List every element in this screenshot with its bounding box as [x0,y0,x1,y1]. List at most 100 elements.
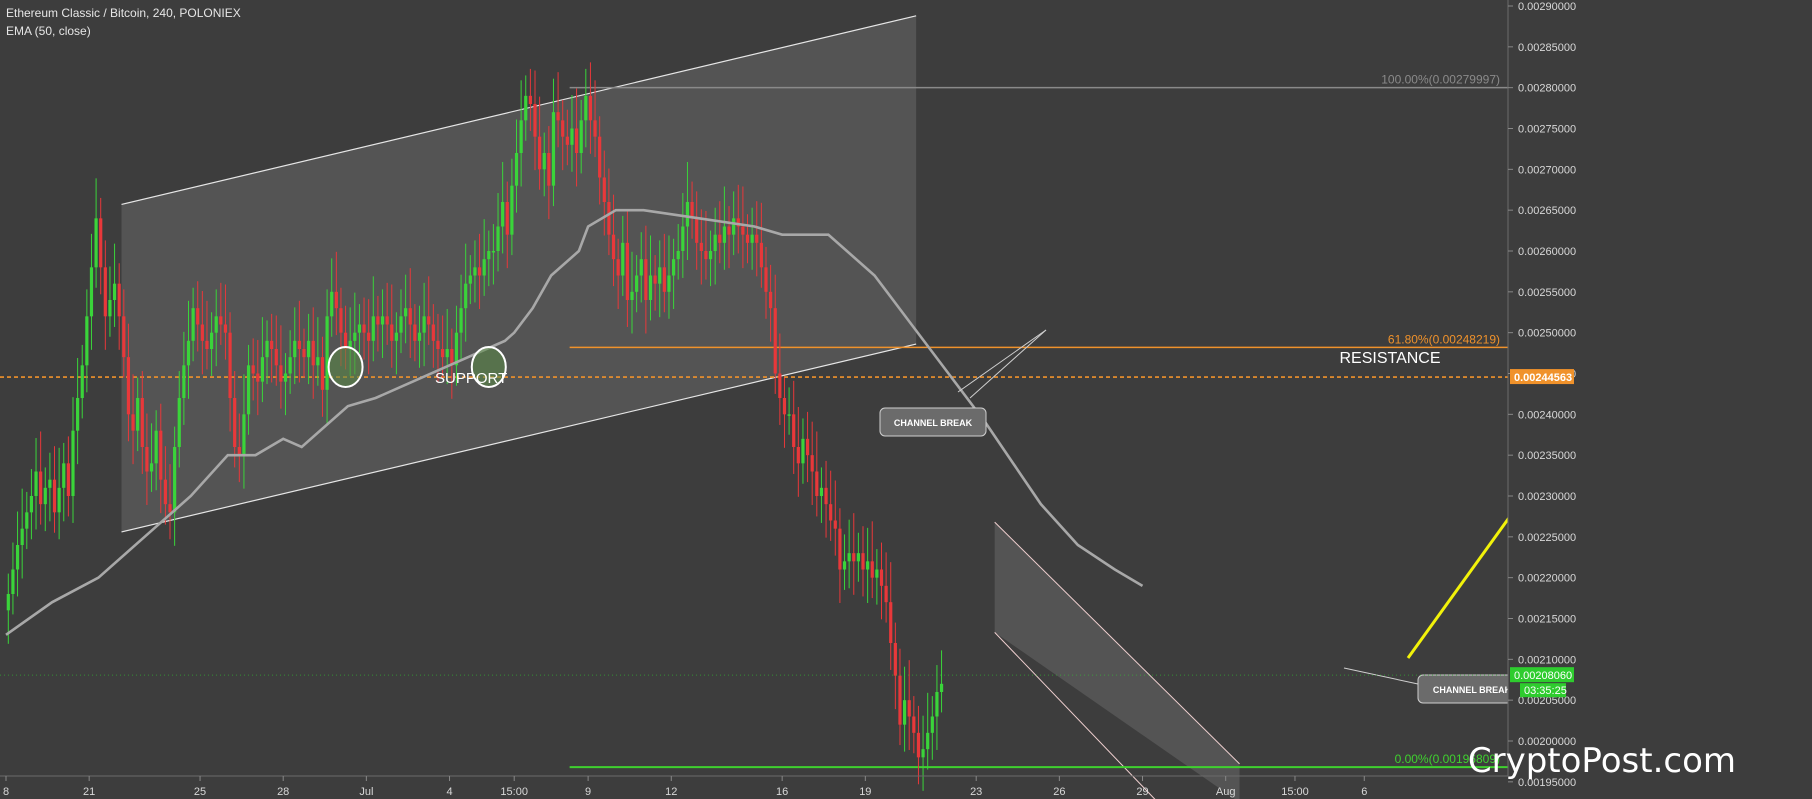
candle-down [607,202,611,235]
time-tick-label: 26 [1053,786,1065,798]
candle-down [773,308,777,374]
support-circle [470,345,507,388]
candle-up [242,414,246,456]
candle-down [343,332,348,349]
candle-down [205,340,209,349]
time-tick-label: 9 [585,786,591,798]
candle-down [367,332,371,341]
candle-down [644,259,648,300]
price-tick-label: 0.00210000 [1518,654,1576,666]
candle-up [491,251,496,253]
candle-up [348,340,352,349]
candle-down [103,267,107,317]
candle-down [145,447,149,472]
candle-up [283,373,288,382]
price-tick-label: 0.00230000 [1518,491,1576,503]
candle-up [330,291,334,317]
candle-down [126,357,131,415]
candle-down [219,316,223,325]
candle-up [473,267,477,276]
candle-down [598,136,602,178]
candle-up [635,275,639,292]
candle-up [399,316,403,333]
channel-break-label-2: CHANNEL BREAK [1433,685,1512,695]
candle-down [861,553,865,570]
candle-up [930,716,934,733]
candle-down [893,643,897,676]
candle-up [468,275,472,284]
candle-up [935,692,939,717]
candle-down [196,308,200,325]
candle-up [293,340,297,358]
ema-line [5,208,1144,636]
candle-up [584,95,588,121]
candle-down [538,136,542,170]
time-tick-label: Aug [1216,786,1236,798]
candle-down [256,373,260,382]
candle-down [810,455,814,472]
countdown-tag [1520,683,1566,698]
candle-up [482,259,486,276]
candle-down [741,226,745,235]
candle-up [685,202,690,227]
candle-up [307,340,311,358]
candle-up [902,700,907,725]
candle-up [542,153,546,170]
candle-down [907,700,911,717]
candle-down [251,365,255,374]
watermark-logo: CryptoPost.com [1467,741,1736,781]
candle-up [357,324,362,333]
resistance-label: RESISTANCE [1339,350,1440,367]
candle-down [764,267,768,292]
price-tick-label: 0.00255000 [1518,287,1576,299]
candle-up [676,251,680,260]
candle-up [173,447,177,513]
price-tick-label: 0.00275000 [1518,124,1576,136]
candle-down [233,398,237,447]
countdown-label: 03:35:25 [1524,685,1567,697]
price-tick-label: 0.00195000 [1518,777,1576,789]
candle-up [464,283,468,309]
candle-up [25,512,29,529]
time-tick-label: 29 [1136,786,1148,798]
time-tick-label: 15:00 [1281,786,1309,798]
candle-up [514,153,519,186]
candle-down [302,349,306,358]
candle-down [52,479,57,513]
candle-up [149,463,154,472]
candle-up [89,267,94,317]
candle-up [671,259,676,276]
candle-up [819,487,824,496]
candle-down [625,242,629,300]
price-axis-bg [1508,0,1812,799]
candle-up [445,349,449,358]
time-tick-label: 28 [277,786,289,798]
price-tick-label: 0.00220000 [1518,573,1576,585]
candle-up [750,234,754,243]
candle-down [796,447,800,464]
candle-down [140,398,144,447]
candle-up [496,226,500,251]
candle-down [884,585,888,603]
candle-down [602,177,606,202]
fib-level-label: 61.80%(0.00248219) [1388,332,1500,346]
callout-pointer [957,329,1047,393]
candle-down [745,234,750,243]
candle-up [459,308,463,333]
time-tick-label: 25 [194,786,206,798]
candle-up [524,95,528,121]
last-price-label: 0.00208060 [1514,670,1572,682]
candle-up [866,561,870,570]
candle-up [732,218,736,235]
candle-up [722,226,727,243]
candle-down [270,340,274,349]
price-tick-label: 0.00240000 [1518,409,1576,421]
candle-down [769,291,773,309]
price-axis: 0.00195000 0.00200000 0.00205000 0.00210000… [1507,0,1812,799]
time-axis: 8 21 25 28 Jul 4 15:00 9 12 16 19 23 26 29 Aug 15:00 6 [0,775,1508,798]
candle-up [209,332,214,349]
candle-down [736,218,740,227]
candle-up [394,332,398,341]
candle-up [15,545,20,570]
